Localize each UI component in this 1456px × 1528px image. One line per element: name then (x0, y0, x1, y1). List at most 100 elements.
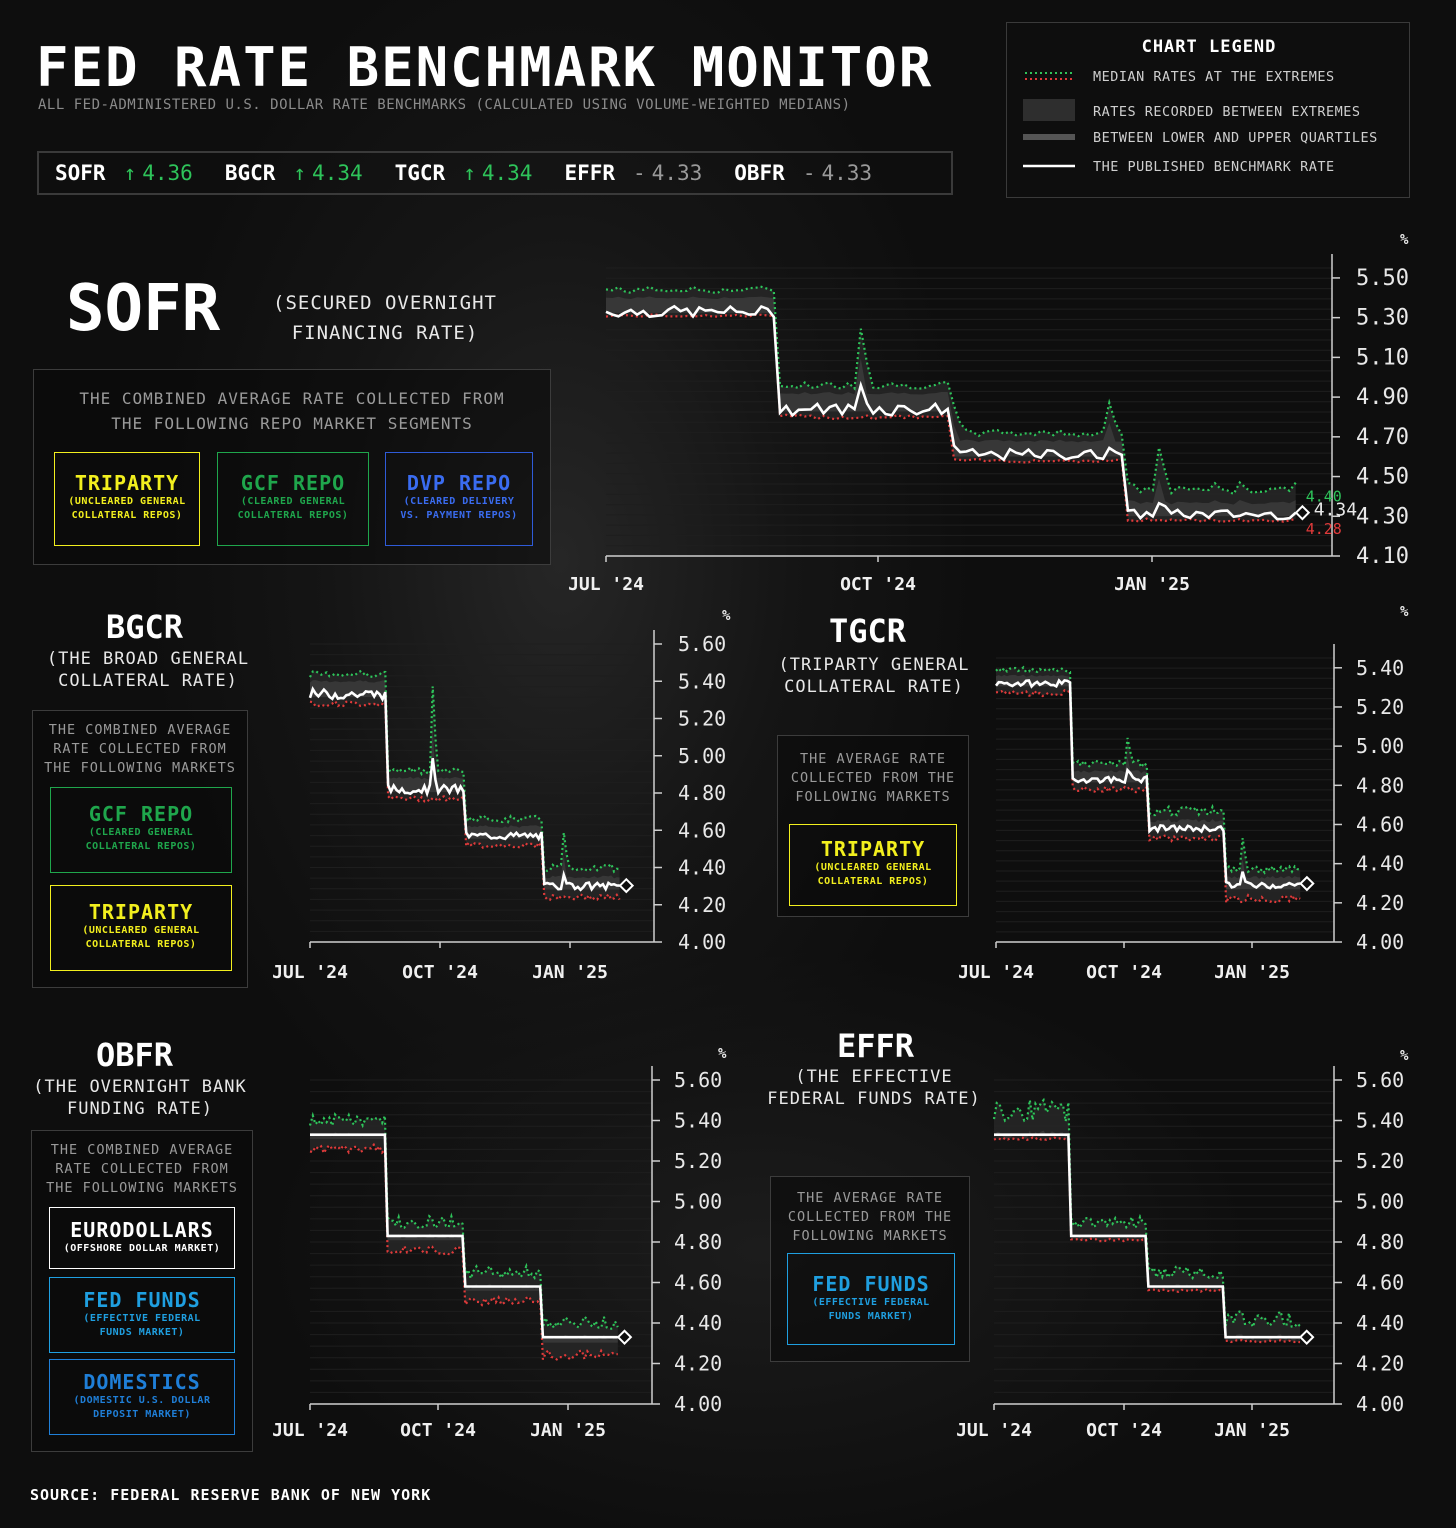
ticker-value: 4.34 (481, 161, 533, 185)
full-name-line: (TRIPARTY GENERAL (778, 655, 970, 675)
tag-name: TRIPARTY (820, 837, 926, 861)
y-tick-label: 5.40 (1356, 656, 1404, 680)
benchmark-rate-line (994, 678, 1301, 890)
full-name-line: COLLATERAL RATE) (784, 677, 964, 697)
legend-label: MEDIAN RATES AT THE EXTREMES (1093, 69, 1335, 85)
ticker-effr: EFFR -4.33 (564, 161, 702, 185)
annotation-low: 4.28 (1306, 520, 1342, 538)
dotted-line-swatch-icon (1023, 69, 1075, 85)
up-arrow-icon: ↑ (293, 161, 307, 185)
chart-legend: CHART LEGEND MEDIAN RATES AT THE EXTREME… (1006, 22, 1410, 198)
benchmark-rate-line (308, 686, 620, 892)
quartile-band-swatch-icon (1023, 130, 1075, 146)
desc-line: THE COMBINED AVERAGE (48, 722, 232, 738)
bgcr-full-name: (THE BROAD GENERAL COLLATERAL RATE) (30, 648, 266, 692)
y-tick-label: 4.60 (678, 818, 726, 842)
x-tick-label: JAN '25 (1214, 1420, 1290, 1441)
obfr-full-name: (THE OVERNIGHT BANK FUNDING RATE) (20, 1076, 260, 1120)
desc-line: FOLLOWING MARKETS (792, 1228, 948, 1244)
full-name-line: FEDERAL FUNDS RATE) (767, 1089, 981, 1109)
tag-sub: (UNCLEARED GENERAL (82, 925, 200, 936)
benchmark-rate-line (994, 1133, 1300, 1339)
y-tick-label: 5.00 (1356, 1190, 1404, 1214)
y-tick-label: 4.20 (1356, 1352, 1404, 1376)
y-tick-label: 4.20 (1356, 891, 1404, 915)
ticker-name: BGCR (224, 161, 276, 185)
tag-sub: COLLATERAL REPOS) (85, 939, 197, 950)
y-tick-label: 4.60 (1356, 812, 1404, 836)
benchmark-rate-line (310, 1133, 618, 1339)
y-tick-label: 4.10 (1356, 544, 1409, 569)
x-tick-label: JAN '25 (1214, 962, 1290, 983)
ticker-value: 4.34 (312, 161, 363, 185)
legend-item-extremes: MEDIAN RATES AT THE EXTREMES (1023, 69, 1335, 85)
shaded-band-swatch-icon (1023, 99, 1075, 125)
y-tick-label: 4.40 (1356, 852, 1404, 876)
x-tick-label: OCT '24 (402, 962, 478, 983)
desc-line: RATE COLLECTED FROM (55, 1161, 229, 1177)
tag-sub: (UNCLEARED GENERAL (68, 496, 186, 507)
full-name-line: COLLATERAL RATE) (58, 671, 238, 691)
bgcr-chart: 5.60 5.40 5.20 5.00 4.80 4.60 4.40 4.20 4.00% JUL… (272, 608, 731, 983)
x-tick-label: OCT '24 (1086, 1420, 1162, 1441)
y-unit-label: % (722, 608, 731, 624)
ticker-name: OBFR (734, 161, 785, 185)
tag-name: GCF REPO (240, 471, 346, 495)
y-tick-label: 4.40 (1356, 1311, 1404, 1335)
tag-gcf-repo: GCF REPO (CLEARED GENERAL COLLATERAL REP… (50, 787, 232, 873)
legend-item-quartiles: BETWEEN LOWER AND UPPER QUARTILES (1023, 130, 1378, 146)
tag-fed-funds: FED FUNDS (EFFECTIVE FEDERAL FUNDS MARKE… (787, 1253, 955, 1345)
y-tick-label: 5.20 (1356, 1149, 1404, 1173)
last-value-marker-icon (616, 1329, 633, 1345)
ticker-obfr: OBFR -4.33 (734, 161, 872, 185)
effr-chart: 5.60 5.40 5.20 5.00 4.80 4.60 4.40 4.20 4.00% JUL… (956, 1048, 1409, 1441)
page-title: FED RATE BENCHMARK MONITOR (36, 36, 934, 99)
y-tick-label: 5.60 (678, 632, 726, 656)
ticker-sofr: SOFR ↑ 4.36 (55, 161, 193, 185)
tag-triparty: TRIPARTY (UNCLEARED GENERAL COLLATERAL R… (54, 452, 200, 546)
y-tick-label: 5.20 (674, 1149, 722, 1173)
tag-sub: FUNDS MARKET) (828, 1311, 914, 1322)
desc-line: RATE COLLECTED FROM (53, 741, 227, 757)
x-tick-label: JUL '24 (568, 574, 644, 595)
desc-line: THE AVERAGE RATE (799, 751, 947, 767)
tag-name: EURODOLLARS (70, 1218, 214, 1242)
y-tick-label: 4.80 (674, 1230, 722, 1254)
tgcr-chart: 5.40 5.20 5.00 4.80 4.60 4.40 4.20 4.00% JUL '24… (958, 604, 1409, 983)
last-value-marker-icon (618, 877, 635, 894)
tag-name: FED FUNDS (83, 1288, 201, 1312)
lower-extreme-line (605, 313, 1296, 523)
full-name-line: (THE OVERNIGHT BANK (33, 1077, 247, 1097)
obfr-name: OBFR (96, 1036, 174, 1074)
tag-eurodollars: EURODOLLARS (OFFSHORE DOLLAR MARKET) (49, 1207, 235, 1269)
tag-gcf-repo: GCF REPO (CLEARED GENERAL COLLATERAL REP… (217, 452, 369, 546)
legend-label: THE PUBLISHED BENCHMARK RATE (1093, 159, 1335, 175)
tag-sub: (EFFECTIVE FEDERAL (83, 1313, 201, 1324)
y-tick-label: 5.00 (678, 744, 726, 768)
tag-sub: COLLATERAL REPOS) (71, 510, 183, 521)
extremes-band (994, 1100, 1300, 1343)
segment-description: THE AVERAGE RATE COLLECTED FROM THE FOLL… (771, 1189, 969, 1246)
y-tick-label: 5.40 (674, 1109, 722, 1133)
desc-line: FOLLOWING MARKETS (795, 789, 951, 805)
ticker-name: EFFR (564, 161, 616, 185)
ticker-value: 4.36 (142, 161, 193, 185)
legend-title: CHART LEGEND (1141, 37, 1277, 57)
full-name-line: (THE BROAD GENERAL (46, 649, 250, 669)
tag-sub: (EFFECTIVE FEDERAL (812, 1297, 930, 1308)
effr-full-name: (THE EFFECTIVE FEDERAL FUNDS RATE) (756, 1066, 992, 1110)
x-tick-label: JAN '25 (1114, 574, 1190, 595)
y-unit-label: % (1400, 604, 1409, 620)
tag-name: FED FUNDS (812, 1272, 930, 1296)
obfr-chart: 5.60 5.40 5.20 5.00 4.80 4.60 4.40 4.20 4.00% JUL… (272, 1046, 727, 1441)
y-tick-label: 4.40 (674, 1311, 722, 1335)
y-tick-label: 4.00 (678, 930, 726, 954)
segment-description: THE COMBINED AVERAGE RATE COLLECTED FROM… (34, 386, 550, 436)
y-tick-label: 5.40 (1356, 1109, 1404, 1133)
upper-extreme-line (605, 285, 1297, 496)
solid-line-swatch-icon (1023, 159, 1075, 175)
quartile-band (994, 1130, 1300, 1341)
ticker-value: 4.33 (821, 161, 873, 185)
effr-name: EFFR (837, 1027, 915, 1065)
legend-item-benchmark: THE PUBLISHED BENCHMARK RATE (1023, 159, 1335, 175)
